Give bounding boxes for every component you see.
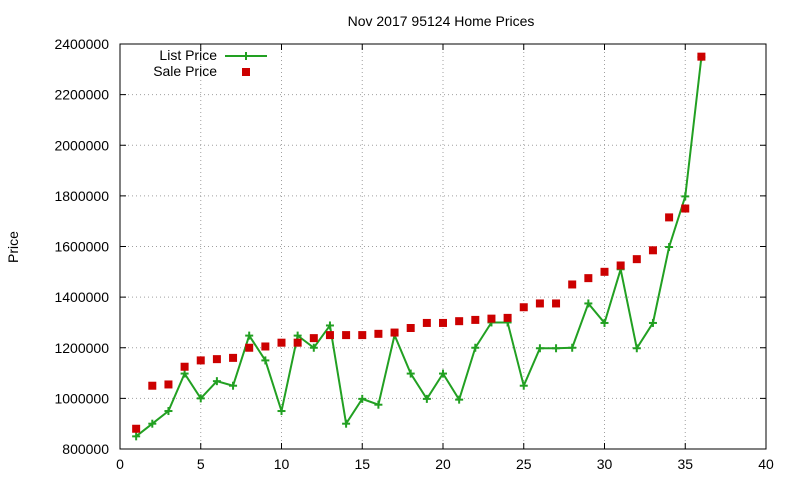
list-price-point bbox=[665, 243, 674, 252]
sale-price-point bbox=[487, 314, 496, 323]
sale-price-point bbox=[229, 353, 238, 362]
list-price-point bbox=[358, 394, 367, 403]
sale-price-point bbox=[422, 318, 431, 327]
x-tick-label: 5 bbox=[197, 456, 205, 472]
sale-price-point bbox=[455, 317, 464, 326]
list-price-point bbox=[229, 381, 238, 390]
list-price-point bbox=[374, 400, 383, 409]
list-price-point bbox=[681, 192, 690, 201]
y-tick-label: 1200000 bbox=[54, 340, 109, 356]
sale-price-point bbox=[439, 318, 447, 327]
list-price-point bbox=[519, 381, 528, 390]
list-price-point bbox=[261, 356, 270, 365]
sale-price-point bbox=[648, 246, 657, 255]
sale-price-point bbox=[503, 313, 512, 322]
list-price-point bbox=[632, 344, 641, 353]
x-tick-label: 15 bbox=[354, 456, 370, 472]
list-price-point bbox=[600, 318, 609, 327]
list-price-point bbox=[439, 369, 447, 378]
plot-border bbox=[119, 43, 767, 450]
x-tick-label: 0 bbox=[116, 456, 124, 472]
sale-price-point bbox=[148, 381, 157, 390]
sale-price-point bbox=[342, 331, 351, 340]
sale-price-point bbox=[309, 334, 318, 343]
list-price-point bbox=[164, 407, 173, 416]
y-tick-label: 1000000 bbox=[54, 390, 109, 406]
list-price-point bbox=[277, 407, 286, 416]
legend-label-list-price: List Price bbox=[159, 47, 217, 63]
x-tick-label: 10 bbox=[274, 456, 290, 472]
list-price-point bbox=[245, 331, 254, 340]
list-price-point bbox=[584, 299, 593, 308]
sale-price-point bbox=[406, 324, 415, 333]
sale-price-point bbox=[665, 213, 674, 222]
sale-price-point bbox=[471, 315, 480, 324]
sale-price-point bbox=[180, 362, 189, 371]
legend-swatch-sale-price bbox=[242, 68, 250, 76]
list-price-point bbox=[180, 369, 189, 378]
list-price-point bbox=[568, 343, 577, 352]
y-tick-label: 1400000 bbox=[54, 289, 109, 305]
sale-price-point bbox=[616, 261, 625, 270]
y-tick-label: 2400000 bbox=[54, 36, 109, 52]
series-layer bbox=[132, 52, 706, 441]
y-tick-label: 2200000 bbox=[54, 87, 109, 103]
sale-price-point bbox=[584, 274, 593, 283]
list-price-point bbox=[148, 419, 157, 428]
list-price-point bbox=[406, 369, 415, 378]
sale-price-point bbox=[293, 338, 302, 347]
sale-price-point bbox=[552, 299, 561, 308]
y-tick-label: 800000 bbox=[62, 441, 109, 457]
legend: List Price Sale Price bbox=[153, 47, 267, 79]
list-price-point bbox=[325, 321, 334, 330]
x-tick-label: 30 bbox=[597, 456, 613, 472]
sale-price-point bbox=[374, 329, 383, 338]
sale-price-point bbox=[212, 355, 221, 364]
sale-price-point bbox=[261, 342, 270, 351]
y-tick-label: 1600000 bbox=[54, 239, 109, 255]
sale-price-point bbox=[681, 204, 690, 213]
list-price-point bbox=[455, 395, 464, 404]
sale-price-point bbox=[358, 331, 367, 340]
list-price-point bbox=[552, 344, 561, 353]
list-price-point bbox=[342, 419, 351, 428]
y-tick-label: 1800000 bbox=[54, 188, 109, 204]
list-price-point bbox=[196, 394, 205, 403]
sale-price-point bbox=[196, 356, 205, 365]
chart-title: Nov 2017 95124 Home Prices bbox=[348, 13, 535, 29]
sale-price-point bbox=[245, 343, 254, 352]
sale-price-point bbox=[535, 299, 544, 308]
list-price-point bbox=[535, 344, 544, 353]
y-tick-label: 2000000 bbox=[54, 137, 109, 153]
list-price-point bbox=[132, 432, 141, 441]
x-tick-label: 25 bbox=[516, 456, 532, 472]
sale-price-point bbox=[325, 331, 334, 340]
sale-price-point bbox=[697, 52, 706, 61]
sale-price-point bbox=[164, 380, 173, 389]
sale-price-point bbox=[600, 267, 609, 276]
sale-price-point bbox=[390, 328, 399, 337]
sale-price-point bbox=[519, 303, 528, 312]
list-price-point bbox=[212, 377, 221, 386]
list-price-point bbox=[471, 343, 480, 352]
sale-price-point bbox=[277, 338, 286, 347]
x-tick-label: 40 bbox=[758, 456, 774, 472]
x-tick-label: 35 bbox=[677, 456, 693, 472]
sale-price-point bbox=[132, 424, 141, 433]
list-price-point bbox=[422, 394, 431, 403]
legend-label-sale-price: Sale Price bbox=[153, 63, 217, 79]
sale-price-point bbox=[568, 280, 577, 289]
list-price-point bbox=[309, 343, 318, 352]
sale-price-point bbox=[632, 255, 641, 264]
x-tick-label: 20 bbox=[435, 456, 451, 472]
tick-labels: 0 5 10 15 20 25 30 35 40 800000 1000000 1200000 1400… bbox=[54, 36, 774, 472]
y-axis-label: Price bbox=[5, 231, 21, 263]
legend-marker-list-price bbox=[242, 52, 250, 60]
list-price-point bbox=[293, 331, 302, 340]
list-price-point bbox=[648, 318, 657, 327]
